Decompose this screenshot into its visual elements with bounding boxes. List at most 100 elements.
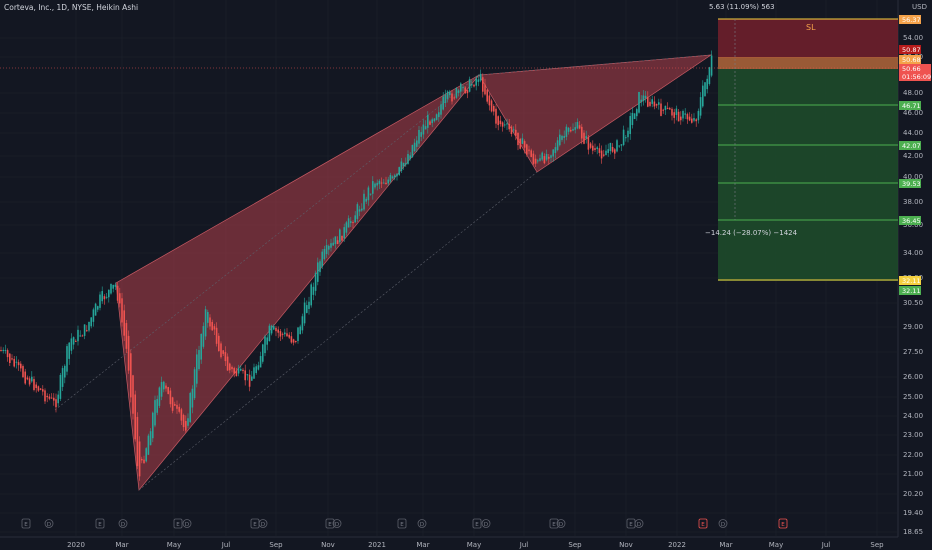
svg-text:E: E bbox=[781, 522, 785, 528]
candle-body bbox=[154, 400, 156, 426]
candle-body bbox=[429, 121, 431, 125]
candle-body bbox=[336, 240, 339, 245]
candle-body bbox=[693, 118, 695, 121]
candle-body bbox=[660, 103, 662, 116]
earnings-marker[interactable]: E bbox=[549, 518, 559, 529]
candle-body bbox=[574, 127, 576, 130]
dividend-marker[interactable]: D bbox=[332, 519, 342, 529]
candle-body bbox=[244, 370, 246, 381]
price-tick-label: 22.00 bbox=[903, 451, 923, 459]
svg-text:D: D bbox=[261, 522, 265, 528]
candle-body bbox=[662, 109, 664, 111]
candle-body bbox=[361, 208, 363, 211]
candle-body bbox=[88, 321, 90, 331]
svg-text:E: E bbox=[176, 522, 180, 528]
candle-body bbox=[277, 329, 279, 333]
svg-text:D: D bbox=[420, 522, 424, 528]
earnings-marker[interactable]: E bbox=[698, 518, 708, 529]
candle-body bbox=[550, 155, 552, 158]
candle-body bbox=[323, 248, 326, 260]
candle-body bbox=[578, 125, 581, 129]
svg-text:E: E bbox=[475, 522, 479, 528]
candle-body bbox=[334, 236, 337, 245]
candle-body bbox=[270, 325, 273, 334]
candle-body bbox=[28, 378, 31, 385]
candle-body bbox=[134, 394, 136, 440]
earnings-marker[interactable]: E bbox=[95, 518, 105, 529]
dividend-marker[interactable]: D bbox=[44, 519, 54, 529]
candle-body bbox=[235, 370, 238, 377]
candle-body bbox=[196, 354, 198, 384]
earnings-marker[interactable]: E bbox=[325, 518, 335, 529]
time-tick-label: 2020 bbox=[67, 541, 85, 549]
candle-body bbox=[253, 367, 255, 379]
candle-body bbox=[424, 126, 427, 130]
earnings-marker[interactable]: E bbox=[778, 518, 788, 529]
candle-body bbox=[160, 382, 163, 397]
dividend-marker[interactable]: D bbox=[417, 519, 427, 529]
candle-body bbox=[295, 340, 297, 342]
candle-body bbox=[468, 79, 471, 92]
candle-body bbox=[59, 374, 62, 399]
candle-body bbox=[167, 387, 169, 395]
candle-body bbox=[495, 108, 497, 124]
dividend-marker[interactable]: D bbox=[556, 519, 566, 529]
tag-tp3: 39.53 bbox=[902, 180, 921, 188]
candle-body bbox=[290, 336, 293, 343]
candle-body bbox=[515, 129, 517, 136]
position-tool[interactable]: SL 5.63 (11.09%) 563 −14.24 (−28.07%) −1… bbox=[0, 3, 898, 281]
candle-body bbox=[482, 77, 484, 92]
dividend-marker[interactable]: D bbox=[118, 519, 128, 529]
svg-text:E: E bbox=[98, 522, 102, 528]
symbol-title[interactable]: Corteva, Inc., 1D, NYSE, Heikin Ashi bbox=[4, 3, 139, 12]
candle-body bbox=[499, 120, 502, 125]
candle-body bbox=[152, 412, 154, 439]
candle-body bbox=[587, 137, 590, 150]
target-zone[interactable] bbox=[718, 69, 898, 281]
dividend-marker[interactable]: D bbox=[258, 519, 268, 529]
candle-body bbox=[321, 251, 323, 267]
time-tick-label: Jul bbox=[221, 541, 231, 549]
stop-loss-zone[interactable] bbox=[718, 19, 898, 58]
candle-body bbox=[308, 301, 310, 309]
candle-body bbox=[466, 90, 469, 94]
time-axis[interactable] bbox=[0, 537, 932, 550]
candle-body bbox=[35, 384, 37, 389]
candle-body bbox=[440, 104, 442, 115]
candle-body bbox=[68, 342, 70, 359]
entry-zone[interactable] bbox=[718, 57, 898, 69]
candle-body bbox=[132, 375, 134, 414]
candle-body bbox=[319, 261, 321, 273]
candle-body bbox=[376, 182, 378, 186]
candlestick-series[interactable] bbox=[0, 50, 713, 481]
candle-body bbox=[664, 105, 667, 111]
dividend-marker[interactable]: D bbox=[182, 519, 192, 529]
candle-body bbox=[204, 309, 207, 337]
candle-body bbox=[647, 97, 649, 107]
svg-text:D: D bbox=[47, 522, 51, 528]
earnings-marker[interactable]: E bbox=[173, 518, 183, 529]
candle-body bbox=[627, 130, 629, 138]
candle-body bbox=[317, 262, 319, 282]
candle-body bbox=[622, 129, 625, 145]
earnings-marker[interactable]: E bbox=[397, 518, 407, 529]
earnings-marker[interactable]: E bbox=[472, 518, 482, 529]
candle-body bbox=[81, 335, 84, 337]
earnings-marker[interactable]: E bbox=[21, 518, 31, 529]
candle-body bbox=[504, 124, 506, 126]
dividend-marker[interactable]: D bbox=[718, 519, 728, 529]
candle-body bbox=[281, 333, 284, 335]
price-axis[interactable] bbox=[898, 0, 932, 537]
candle-body bbox=[262, 344, 264, 362]
candle-body bbox=[328, 245, 330, 250]
dividend-marker[interactable]: D bbox=[481, 519, 491, 529]
candle-body bbox=[534, 158, 537, 164]
candle-body bbox=[57, 394, 59, 404]
dividend-marker[interactable]: D bbox=[634, 519, 644, 529]
candle-body bbox=[97, 306, 99, 310]
candle-body bbox=[570, 129, 572, 132]
candle-body bbox=[506, 123, 508, 125]
svg-text:E: E bbox=[701, 522, 705, 528]
